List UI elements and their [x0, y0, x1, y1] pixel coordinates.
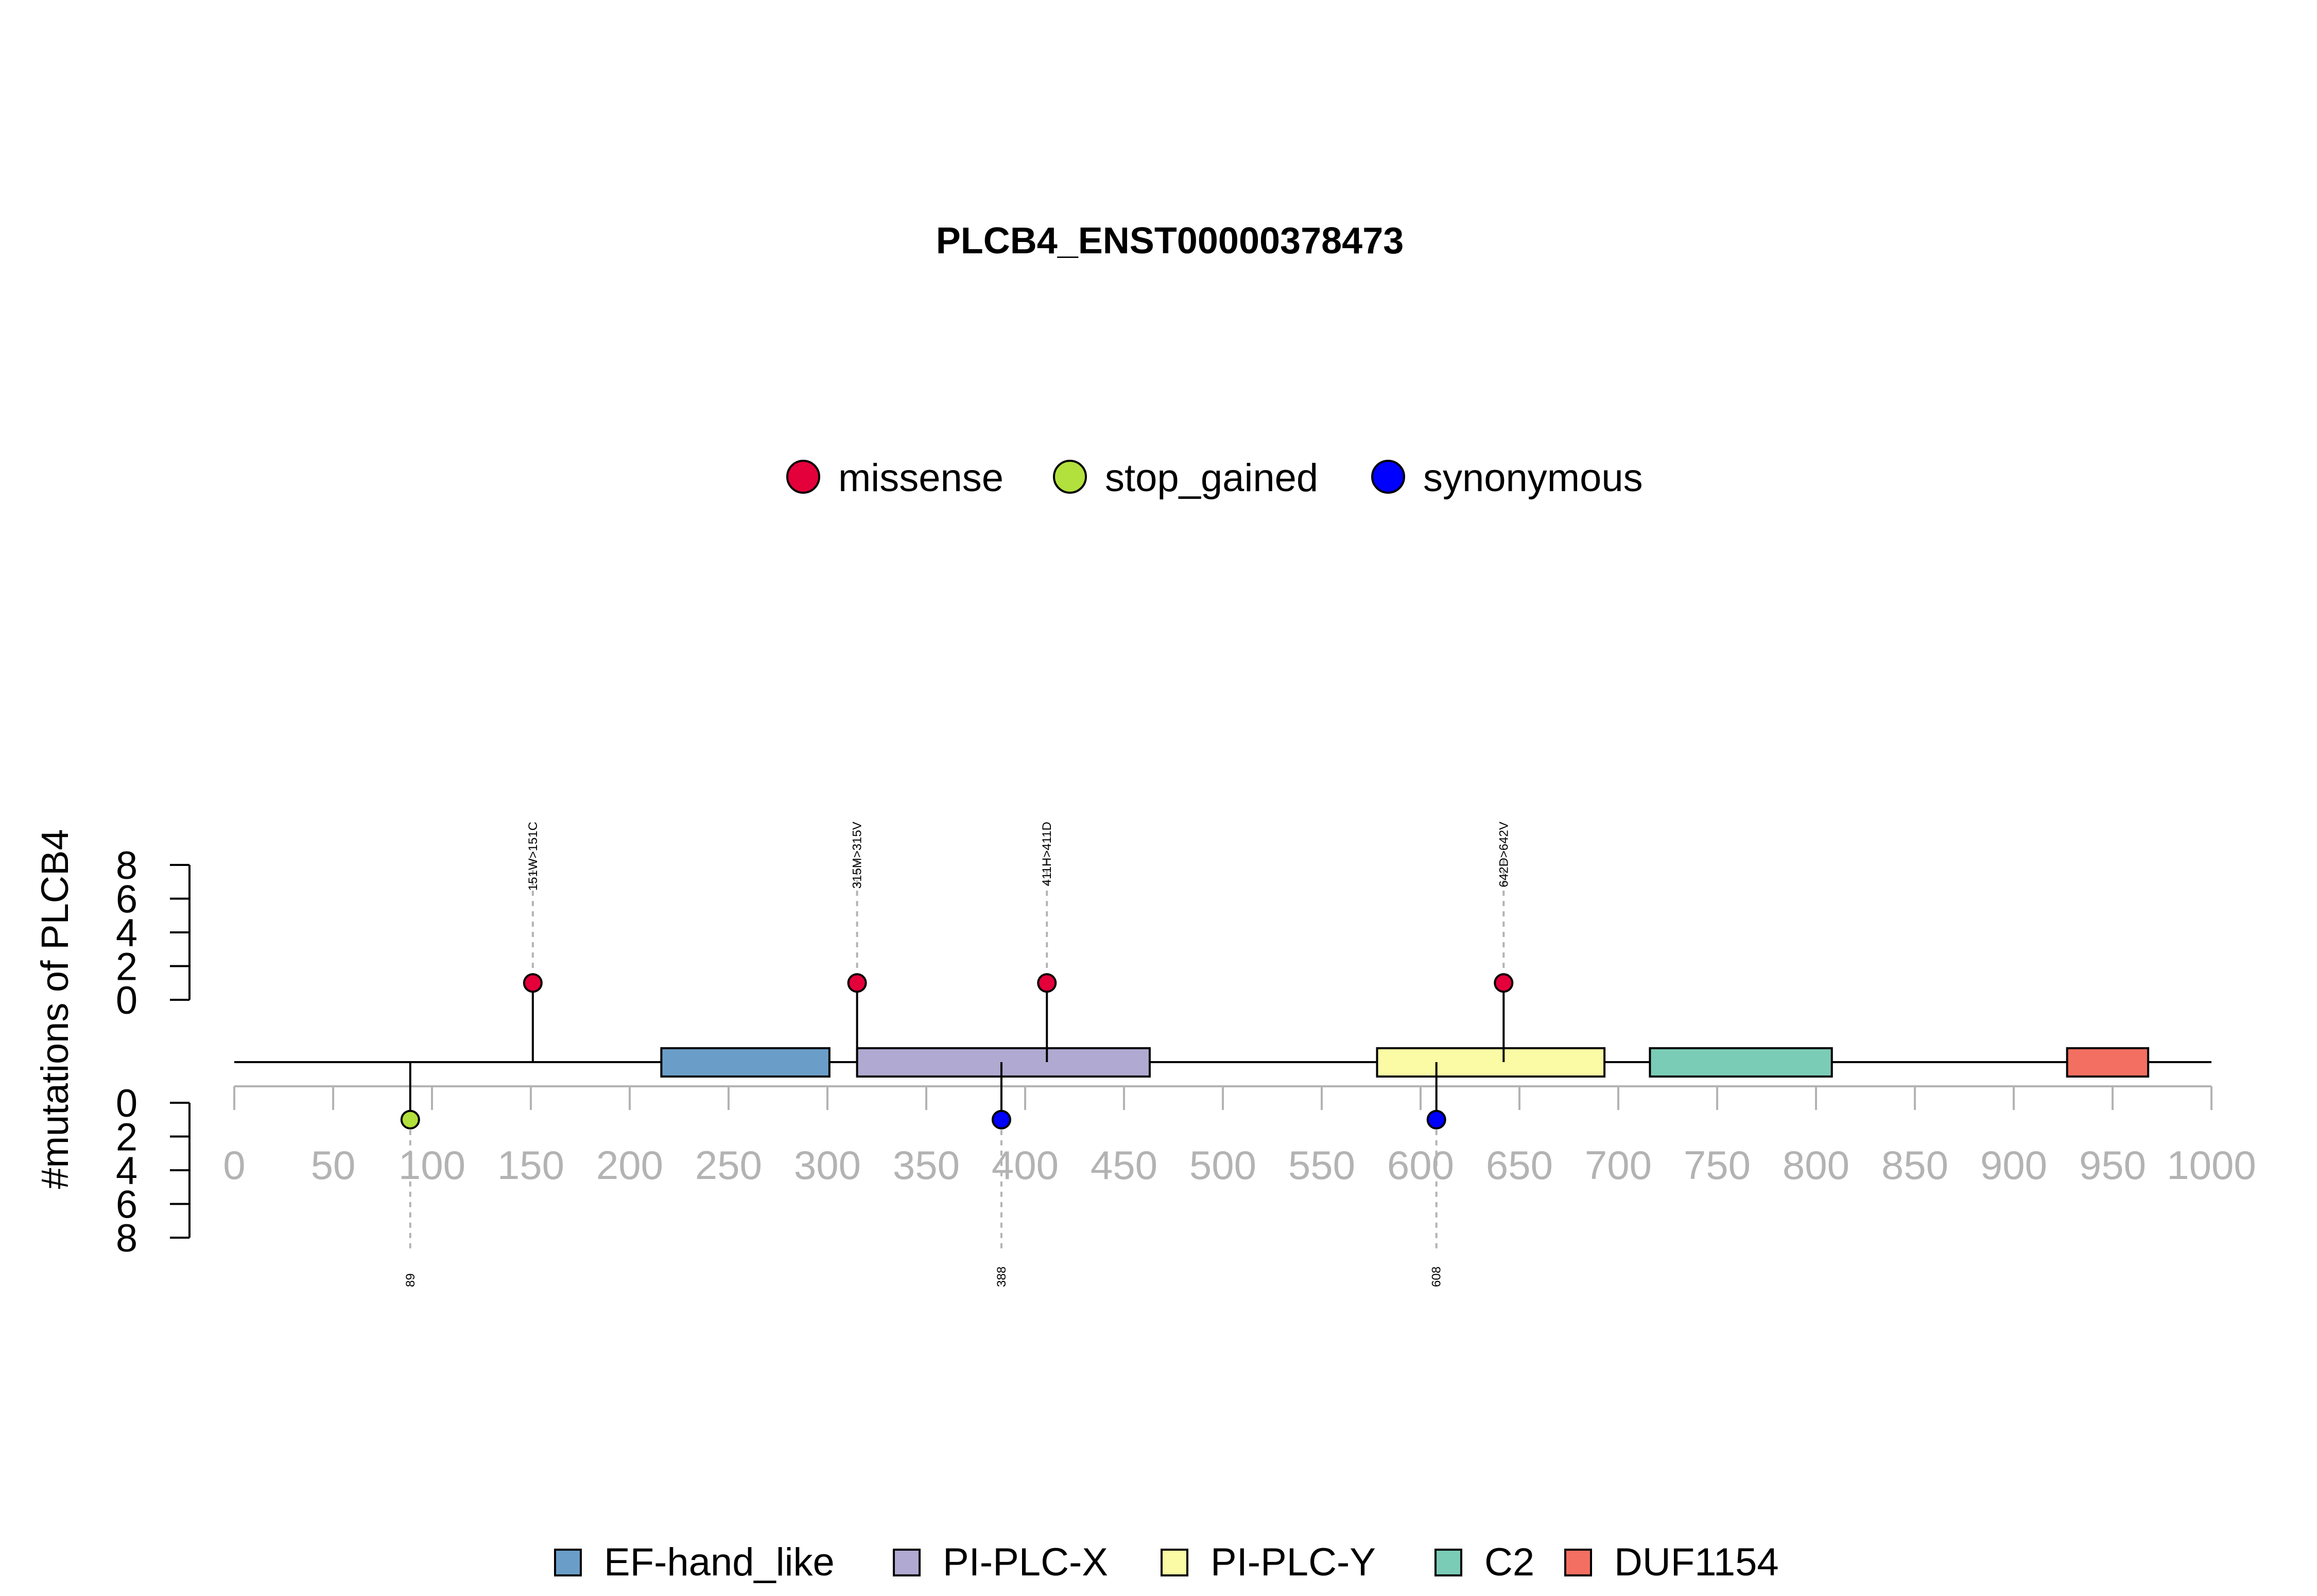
lollipop-head-stop_gained	[400, 1109, 420, 1130]
x-tick-label: 1000	[2167, 1142, 2256, 1188]
y-tick-label-top: 6	[116, 878, 137, 922]
domain-legend-label: PI-PLC-Y	[1211, 1540, 1376, 1584]
y-tick-label-bottom: 0	[116, 1082, 137, 1125]
domain-legend-swatch	[1161, 1549, 1188, 1576]
domain-legend-label: DUF1154	[1614, 1540, 1779, 1584]
mutation-label: 642D>642V	[1497, 822, 1511, 887]
x-axis: 0 50 100 150 200 250 300 350 400 450 500 550 600 650 7…	[223, 1085, 2256, 1188]
x-tick-label: 700	[1585, 1142, 1652, 1188]
lollipop-head-synonymous	[1426, 1109, 1446, 1130]
legend-label-synonymous: synonymous	[1423, 456, 1643, 500]
y-tick-label-bottom: 4	[116, 1149, 137, 1193]
y-tick-label-top: 0	[116, 979, 137, 1022]
x-tick-label: 550	[1288, 1142, 1355, 1188]
x-tick-label: 600	[1387, 1142, 1454, 1188]
domain-legend: EF-hand_like PI-PLC-X PI-PLC-Y C2 DUF1154	[554, 1540, 1779, 1584]
y-tick-label-bottom: 8	[116, 1217, 137, 1260]
x-tick-label: 450	[1091, 1142, 1157, 1188]
x-tick-label: 300	[794, 1142, 861, 1188]
lollipops: 151W>151C 315M>315V 411H>411D 642D>642V 89 38…	[400, 822, 1514, 1287]
domain-DUF1154	[2066, 1047, 2150, 1078]
mutation-label: 388	[995, 1267, 1009, 1287]
legend-swatch-synonymous	[1371, 460, 1405, 494]
domain-EF-hand_like	[660, 1047, 831, 1078]
y-tick-label-bottom: 2	[116, 1116, 137, 1159]
lollipop-head-missense	[1037, 973, 1057, 993]
lollipop-head-missense	[847, 973, 867, 993]
mutation-label: 315M>315V	[851, 822, 864, 889]
lollipop-head-missense	[523, 973, 543, 993]
mutation-label: 608	[1430, 1267, 1444, 1287]
domain-legend-label: C2	[1484, 1540, 1534, 1584]
legend-swatch-missense	[786, 460, 820, 494]
domain-PI-PLC-Y	[1376, 1047, 1606, 1078]
domains	[660, 1047, 2150, 1078]
x-tick-label: 50	[311, 1142, 356, 1188]
chart-title: PLCB4_ENST00000378473	[936, 220, 1404, 262]
lollipop-head-missense	[1494, 973, 1514, 993]
legend-label-missense: missense	[838, 456, 1004, 500]
domain-legend-swatch	[554, 1549, 582, 1576]
domain-legend-swatch	[893, 1549, 921, 1576]
x-tick-label: 100	[399, 1142, 465, 1188]
x-tick-label: 900	[1980, 1142, 2047, 1188]
x-tick-label: 250	[695, 1142, 762, 1188]
mutation-label: 411H>411D	[1040, 822, 1054, 886]
y-tick-label-top: 4	[116, 911, 137, 955]
x-tick-label: 750	[1684, 1142, 1751, 1188]
legend-swatch-stop_gained	[1053, 460, 1087, 494]
lollipop-head-synonymous	[991, 1109, 1011, 1130]
y-tick-label-bottom: 6	[116, 1183, 137, 1227]
mutation-label: 151W>151C	[526, 822, 540, 891]
domain-legend-label: PI-PLC-X	[943, 1540, 1108, 1584]
y-tick-label-top: 8	[116, 844, 137, 888]
x-tick-label: 950	[2079, 1142, 2146, 1188]
domain-C2	[1649, 1047, 1833, 1078]
x-tick-label: 500	[1189, 1142, 1256, 1188]
x-tick-label: 650	[1486, 1142, 1553, 1188]
mutation-label: 89	[404, 1273, 418, 1287]
domain-legend-swatch	[1434, 1549, 1462, 1576]
domain-legend-swatch	[1564, 1549, 1592, 1576]
mutation-legend: missense stop_gained synonymous	[786, 456, 1643, 500]
y-axis-title: #mutations of PLCB4	[33, 829, 76, 1189]
x-tick-label: 800	[1783, 1142, 1849, 1188]
domain-legend-label: EF-hand_like	[604, 1540, 835, 1584]
x-tick-label: 400	[992, 1142, 1059, 1188]
x-tick-label: 850	[1881, 1142, 1948, 1188]
x-tick-label: 200	[596, 1142, 663, 1188]
x-tick-label: 0	[223, 1142, 245, 1188]
legend-label-stop_gained: stop_gained	[1105, 456, 1318, 500]
domain-PI-PLC-X	[856, 1047, 1151, 1078]
x-tick-label: 350	[893, 1142, 960, 1188]
x-tick-label: 150	[497, 1142, 564, 1188]
y-tick-label-top: 2	[116, 945, 137, 989]
